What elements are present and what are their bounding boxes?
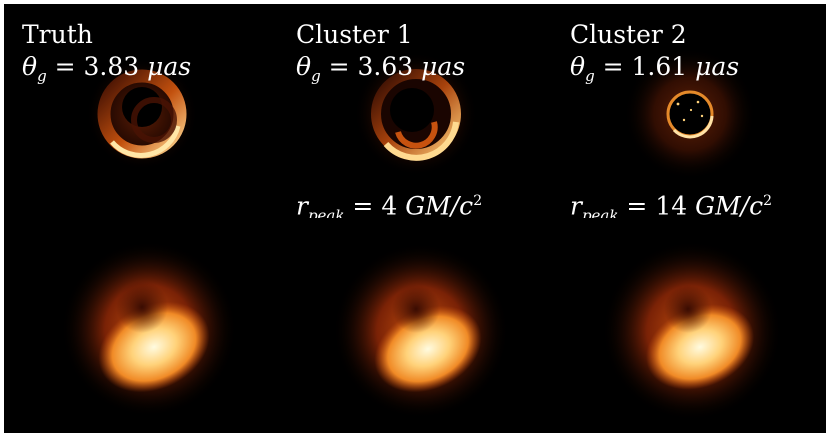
panel-cluster1-model: Cluster 1 θg = 3.63 μas rpeak = 4 GM/c2: [278, 4, 552, 218]
panel-truth-blurred: [4, 219, 278, 433]
truth-blurred-image: [61, 241, 237, 417]
r-subscript: peak: [307, 206, 345, 218]
cluster2-blurred-image: [602, 241, 782, 421]
theta-subscript: g: [585, 67, 595, 85]
cluster2-title: Cluster 2: [570, 20, 687, 49]
cluster2-theta-label: θg = 1.61 μas: [570, 52, 739, 91]
r-unit: GM/c: [695, 191, 764, 218]
theta-symbol: θ: [570, 52, 586, 81]
theta-unit: μas: [421, 52, 466, 81]
cluster1-theta-label: θg = 3.63 μas: [296, 52, 465, 91]
truth-theta-label: θg = 3.83 μas: [22, 52, 191, 91]
cluster1-blurred-image: [333, 243, 509, 419]
r-value: = 14: [626, 191, 688, 218]
panel-cluster1-blurred: [278, 219, 552, 433]
r-subscript: peak: [581, 206, 619, 218]
theta-value: = 3.83: [54, 52, 140, 81]
r-value: = 4: [352, 191, 398, 218]
panel-cluster2-model: Cluster 2 θg = 1.61 μas rpeak = 14 GM/c2: [552, 4, 826, 218]
theta-symbol: θ: [22, 52, 38, 81]
r-symbol: r: [570, 191, 582, 218]
theta-symbol: θ: [296, 52, 312, 81]
theta-value: = 1.61: [602, 52, 688, 81]
cluster1-rpeak-label: rpeak = 4 GM/c2: [296, 186, 482, 218]
theta-value: = 3.63: [328, 52, 414, 81]
cluster1-title: Cluster 1: [296, 20, 413, 49]
theta-subscript: g: [311, 67, 321, 85]
r-exponent: 2: [763, 193, 773, 209]
cluster2-ring-image: [624, 48, 756, 180]
image-grid: Truth θg = 3.83 μas: [4, 4, 826, 433]
r-unit: GM/c: [405, 191, 474, 218]
theta-unit: μas: [147, 52, 192, 81]
r-symbol: r: [296, 191, 308, 218]
theta-subscript: g: [37, 67, 47, 85]
truth-ring-image: [86, 58, 198, 170]
cluster2-rpeak-label: rpeak = 14 GM/c2: [570, 186, 772, 218]
panel-truth-model: Truth θg = 3.83 μas: [4, 4, 278, 218]
cluster1-ring-image: [354, 52, 478, 176]
theta-unit: μas: [695, 52, 740, 81]
truth-title: Truth: [22, 20, 93, 49]
r-exponent: 2: [473, 193, 483, 209]
panel-cluster2-blurred: [552, 219, 826, 433]
